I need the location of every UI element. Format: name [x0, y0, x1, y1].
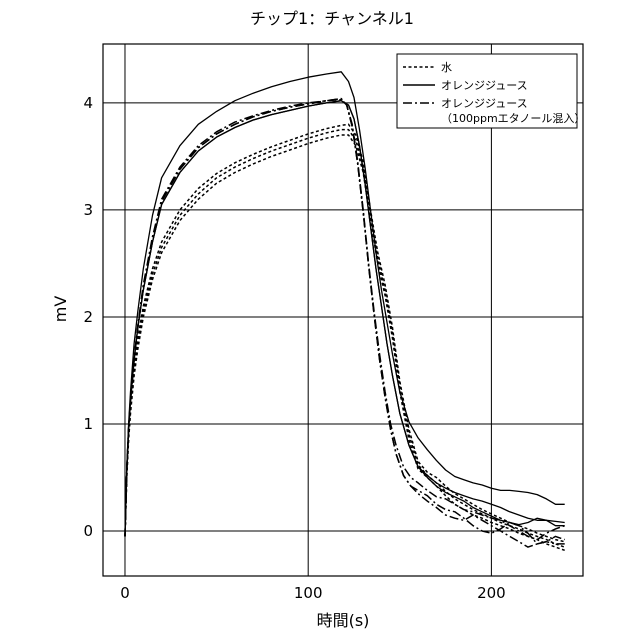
y-tick-label: 2: [83, 308, 93, 326]
x-tick-label: 0: [120, 584, 130, 602]
y-axis-label: mV: [51, 296, 70, 323]
legend: 水オレンジジュースオレンジジュース （100ppmエタノール混入）: [397, 54, 585, 128]
x-tick-label: 200: [477, 584, 506, 602]
series-line-6: [125, 101, 565, 537]
axis-ticks: 0 100 200 0 1 2 3 4: [83, 94, 505, 602]
legend-label-3: オレンジジュース: [441, 97, 528, 110]
y-tick-label: 0: [83, 522, 93, 540]
y-tick-label: 1: [83, 415, 93, 433]
series-line-7: [125, 100, 565, 540]
series-line-2: [125, 130, 565, 547]
legend-label-1: 水: [441, 61, 452, 74]
series-line-3: [125, 124, 565, 541]
series-group: [125, 72, 565, 551]
series-line-8: [125, 99, 565, 544]
x-tick-label: 100: [294, 584, 323, 602]
series-line-1: [125, 135, 565, 550]
chart-title: チップ1：チャンネル1: [250, 9, 414, 28]
series-line-9: [125, 99, 565, 547]
y-tick-label: 4: [83, 94, 93, 112]
legend-label-3-line2: （100ppmエタノール混入）: [441, 112, 585, 125]
legend-label-2: オレンジジュース: [441, 79, 528, 92]
y-tick-label: 3: [83, 201, 93, 219]
x-axis-label: 時間(s): [317, 611, 370, 630]
series-line-4: [125, 72, 565, 537]
series-line-5: [125, 101, 565, 537]
